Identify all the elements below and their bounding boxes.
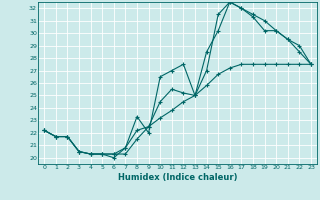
X-axis label: Humidex (Indice chaleur): Humidex (Indice chaleur) [118, 173, 237, 182]
